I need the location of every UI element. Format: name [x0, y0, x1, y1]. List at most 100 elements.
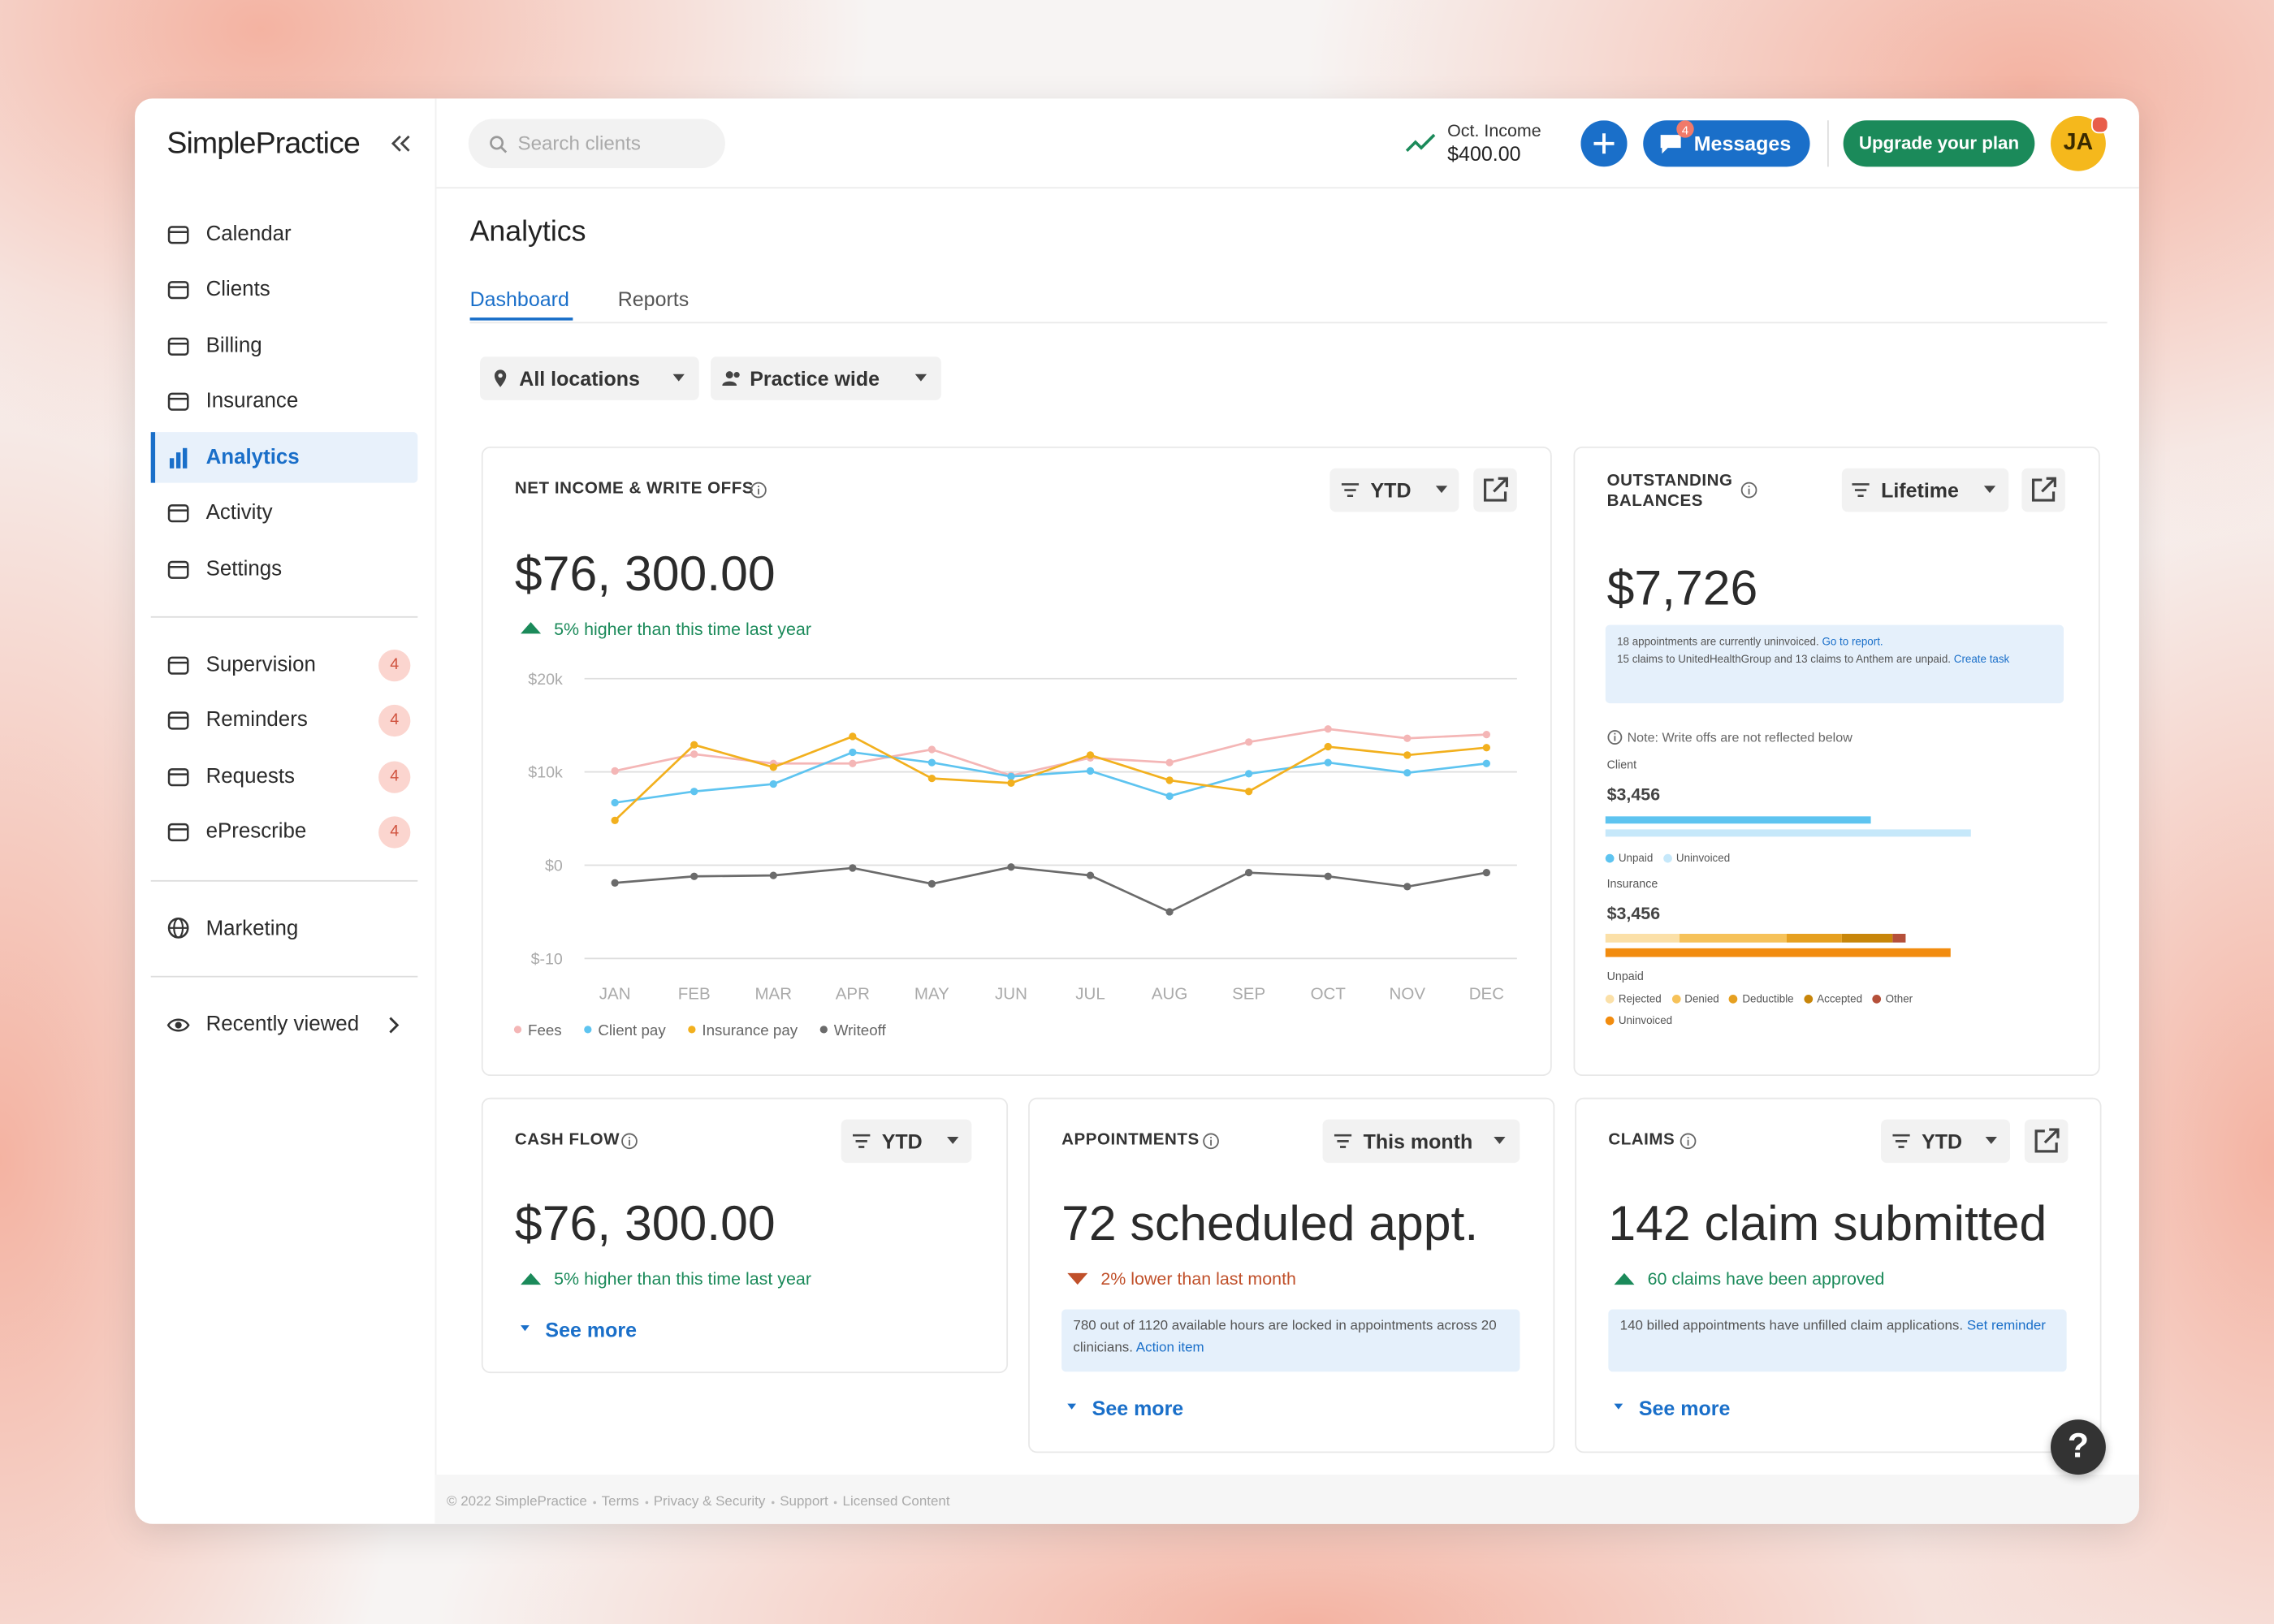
globe-icon: [167, 917, 189, 939]
income-value: $400.00: [1447, 142, 1521, 166]
divider: [150, 615, 418, 618]
help-button[interactable]: [2051, 1419, 2106, 1475]
chevron-down: [1067, 1403, 1076, 1410]
nav-icon: [169, 447, 188, 469]
footer-link[interactable]: Terms: [601, 1493, 639, 1510]
notice-text: 18 appointments are currently uninvoiced…: [1617, 635, 1819, 649]
nav-item[interactable]: Requests: [205, 765, 295, 788]
legend-label: Other: [1885, 991, 1913, 1005]
legend-label: Deductible: [1742, 991, 1794, 1005]
notice-link[interactable]: Set reminder: [1966, 1318, 2046, 1334]
badge-count: 4: [390, 710, 400, 729]
info-icon[interactable]: [750, 482, 767, 499]
page-title: Analytics: [469, 216, 586, 248]
search-box[interactable]: [468, 119, 725, 169]
period-label: Lifetime: [1881, 478, 1959, 502]
help-icon[interactable]: ?: [2067, 1427, 2090, 1466]
legend-dot: [819, 1026, 828, 1034]
info-icon[interactable]: [1740, 482, 1757, 499]
pin-icon: [494, 369, 507, 387]
nav-icon: [167, 823, 189, 842]
data-point: [927, 745, 936, 754]
period-dropdown[interactable]: [1841, 468, 2009, 512]
nav-item[interactable]: Analytics: [205, 446, 300, 470]
other-bar: [1892, 934, 1906, 943]
add-button[interactable]: [1580, 120, 1628, 167]
footer-link[interactable]: Privacy & Security: [653, 1493, 766, 1510]
outstanding-card: [1573, 447, 2100, 1076]
search-placeholder: Search clients: [517, 132, 641, 154]
data-point: [1007, 863, 1015, 871]
logo[interactable]: SimplePractice: [166, 127, 361, 161]
notice-link[interactable]: Create task: [1953, 652, 2010, 666]
legend-label: Uninvoiced: [1618, 1013, 1673, 1027]
scope-filter[interactable]: [711, 356, 941, 400]
data-point: [1482, 759, 1491, 767]
footer-link[interactable]: Licensed Content: [842, 1493, 950, 1510]
x-tick-label: OCT: [1311, 984, 1347, 1003]
upgrade-button[interactable]: [1843, 120, 2035, 167]
legend-label: Accepted: [1817, 991, 1863, 1005]
avatar-initials: JA: [2063, 130, 2094, 156]
separator-dot: [771, 1501, 775, 1504]
data-point: [927, 758, 936, 767]
data-point: [849, 864, 857, 872]
tab[interactable]: Reports: [617, 287, 690, 311]
info-icon[interactable]: [1680, 1133, 1697, 1150]
info-icon[interactable]: [620, 1133, 638, 1150]
nav-icon: [167, 281, 189, 300]
notice-text: 780 out of 1120 available hours are lock…: [1073, 1318, 1497, 1356]
up-triangle: [521, 1272, 542, 1285]
badge: [378, 761, 411, 793]
data-point: [1245, 770, 1253, 778]
data-point: [1403, 734, 1412, 742]
nav-item[interactable]: Billing: [205, 335, 262, 358]
period-label: This month: [1363, 1129, 1473, 1153]
info-icon[interactable]: [1202, 1133, 1219, 1150]
data-point: [1245, 869, 1253, 877]
nav-item[interactable]: Supervision: [205, 653, 316, 677]
icon-shape: [167, 560, 189, 579]
info-icon: [1607, 730, 1623, 745]
legend-dot: [1662, 853, 1672, 863]
icon-shape: [167, 711, 189, 730]
nav-item[interactable]: Activity: [205, 501, 273, 525]
see-more[interactable]: See more: [1638, 1396, 1731, 1420]
period-label: YTD: [881, 1129, 923, 1153]
section-label: Unpaid: [1606, 970, 1644, 983]
external-icon: [2034, 1128, 2060, 1153]
icon-shape: [169, 458, 175, 469]
filter-icon: [1334, 1134, 1352, 1148]
nav-item[interactable]: Insurance: [205, 389, 299, 413]
notice-link[interactable]: Go to report.: [1822, 635, 1883, 649]
collapse-icon[interactable]: [389, 132, 413, 156]
tab-divider: [469, 322, 2108, 324]
nav-item[interactable]: Settings: [205, 558, 283, 581]
legend-label: Client pay: [598, 1021, 666, 1039]
see-more[interactable]: See more: [1092, 1396, 1184, 1420]
external-icon: [1483, 477, 1508, 502]
nav-item[interactable]: Reminders: [205, 708, 308, 732]
footer-link[interactable]: Support: [780, 1493, 828, 1510]
period-dropdown[interactable]: [1322, 1119, 1520, 1164]
tab-active[interactable]: Dashboard: [469, 287, 569, 311]
see-more[interactable]: See more: [545, 1318, 638, 1341]
icon-shape: [175, 452, 181, 469]
location-filter[interactable]: [480, 356, 699, 400]
rejected-bar: [1605, 934, 1680, 943]
up-triangle: [1614, 1272, 1635, 1285]
data-point: [1403, 769, 1412, 777]
up-triangle: [521, 622, 542, 634]
icon-shape: [167, 337, 189, 356]
notice-link[interactable]: Action item: [1135, 1340, 1204, 1356]
nav-item[interactable]: ePrescribe: [205, 820, 307, 844]
nav-item[interactable]: Recently viewed: [205, 1013, 360, 1037]
messages-label[interactable]: Messages: [1693, 132, 1792, 156]
legend-dot: [1671, 995, 1680, 1004]
nav-item[interactable]: Calendar: [205, 222, 292, 247]
data-point: [611, 798, 619, 807]
upgrade-label[interactable]: Upgrade your plan: [1858, 132, 2020, 153]
nav-item[interactable]: Clients: [205, 278, 270, 301]
nav-item[interactable]: Marketing: [205, 917, 299, 941]
